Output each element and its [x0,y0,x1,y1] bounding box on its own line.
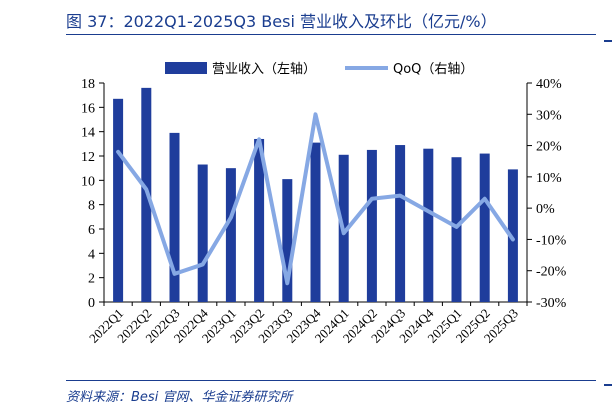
qoq-point [286,282,288,284]
revenue-bar [113,98,124,302]
chart-title: 图 37：2022Q1-2025Q3 Besi 营业收入及环比（亿元/%） [66,12,497,31]
y-left-tick-label: 6 [88,223,95,238]
y-left-tick-label: 2 [88,272,95,287]
y-left-tick-label: 16 [81,101,95,116]
edge-marker-top [604,40,612,42]
y-left-tick-label: 14 [81,126,95,141]
y-right-tick-label: 0% [536,202,555,217]
qoq-line-series [116,112,515,286]
qoq-point [371,198,373,200]
revenue-bar [225,168,236,302]
y-left-tick-label: 18 [81,77,95,92]
qoq-point [512,238,514,240]
edge-marker-bottom [604,384,612,386]
y-left-tick-label: 0 [88,296,95,311]
y-right-tick-label: -10% [536,233,567,248]
y-right-tick-label: -30% [536,296,567,311]
y-right-tick-label: 10% [536,171,562,186]
revenue-bar [479,153,490,302]
qoq-point [174,273,175,275]
legend: 营业收入（左轴） QoQ（右轴） [165,62,473,77]
y-left-tick-label: 8 [88,199,95,214]
title-underline [66,34,596,35]
source-note: 资料来源：Besi 官网、华金证券研究所 [66,390,293,405]
legend-label-qoq: QoQ（右轴） [393,62,473,77]
y-right-tick-label: 30% [536,108,562,123]
qoq-point [145,188,147,190]
revenue-bar [423,148,434,302]
revenue-bar [282,179,293,302]
y-right-tick-label: 40% [536,77,562,92]
y-right-tick-label: -20% [536,265,567,280]
qoq-point [258,138,260,140]
x-axis-labels: 2022Q12022Q22022Q32022Q42023Q12023Q22023… [86,305,521,346]
revenue-bar [310,142,321,302]
revenue-bar [507,169,518,302]
qoq-point [315,113,316,115]
legend-label-revenue: 营业收入（左轴） [212,62,316,77]
y-left-tick-label: 10 [81,174,95,189]
revenue-bar [366,149,377,302]
qoq-point [484,198,486,200]
qoq-point [230,217,232,219]
y-right-tick-label: 20% [536,140,562,155]
revenue-bar [197,164,208,302]
qoq-point [343,232,345,234]
qoq-point [456,226,457,228]
qoq-point [117,151,119,153]
revenue-bar [451,157,462,302]
qoq-point [202,263,204,265]
axes: 0 2 4 6 8 10 12 14 16 18 -30% -20% -10% 0% 10% 20% 30% 40… [81,77,567,311]
y-left-tick-label: 4 [88,247,95,262]
revenue-bar [395,145,406,302]
y-left-tick-label: 12 [81,150,95,165]
legend-swatch-revenue [165,62,207,74]
qoq-point [399,195,401,197]
revenue-bar [254,138,265,302]
qoq-point [427,210,429,212]
revenue-bar [169,132,180,302]
source-divider [66,380,596,381]
